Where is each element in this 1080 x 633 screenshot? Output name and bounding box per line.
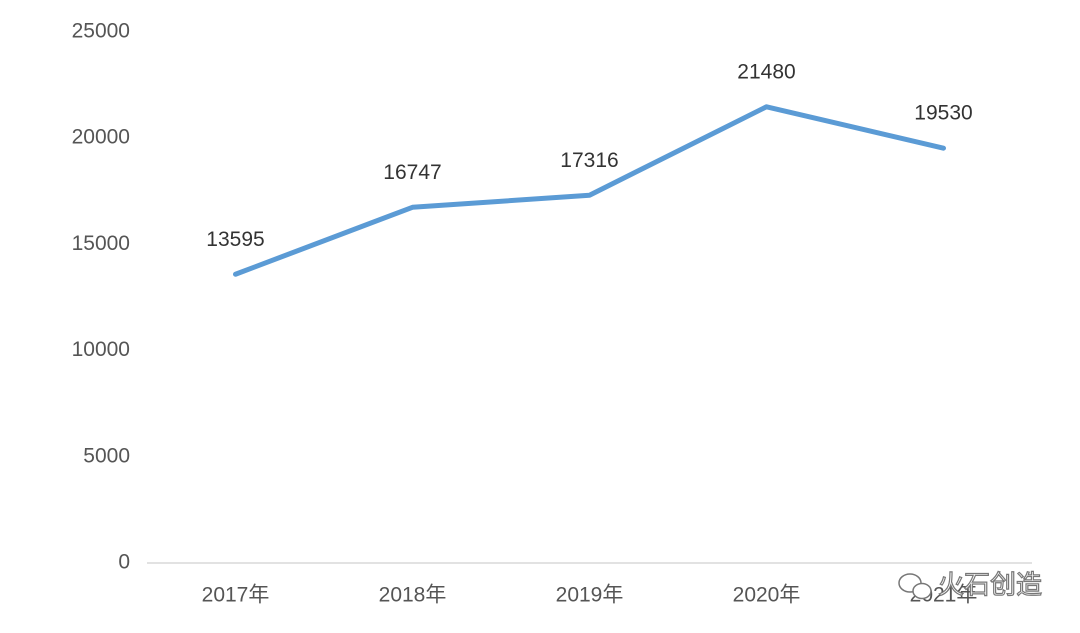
x-tick-label: 2020年: [733, 584, 801, 607]
data-label: 21480: [737, 60, 795, 83]
data-label: 16747: [383, 161, 441, 184]
data-label: 19530: [914, 102, 972, 125]
y-tick-label: 25000: [72, 20, 130, 43]
y-tick-label: 10000: [72, 338, 130, 361]
y-tick-label: 15000: [72, 232, 130, 255]
x-tick-label: 2018年: [379, 584, 447, 607]
wechat-icon: [898, 573, 932, 600]
data-label: 13595: [206, 228, 264, 251]
x-tick-label: 2017年: [202, 584, 270, 607]
y-tick-label: 0: [118, 551, 130, 574]
y-tick-label: 20000: [72, 126, 130, 149]
y-tick-label: 5000: [83, 444, 130, 467]
line: [233, 104, 946, 277]
data-label: 17316: [560, 149, 618, 172]
watermark: 火石创造: [938, 571, 1042, 601]
x-tick-label: 2019年: [556, 584, 624, 607]
